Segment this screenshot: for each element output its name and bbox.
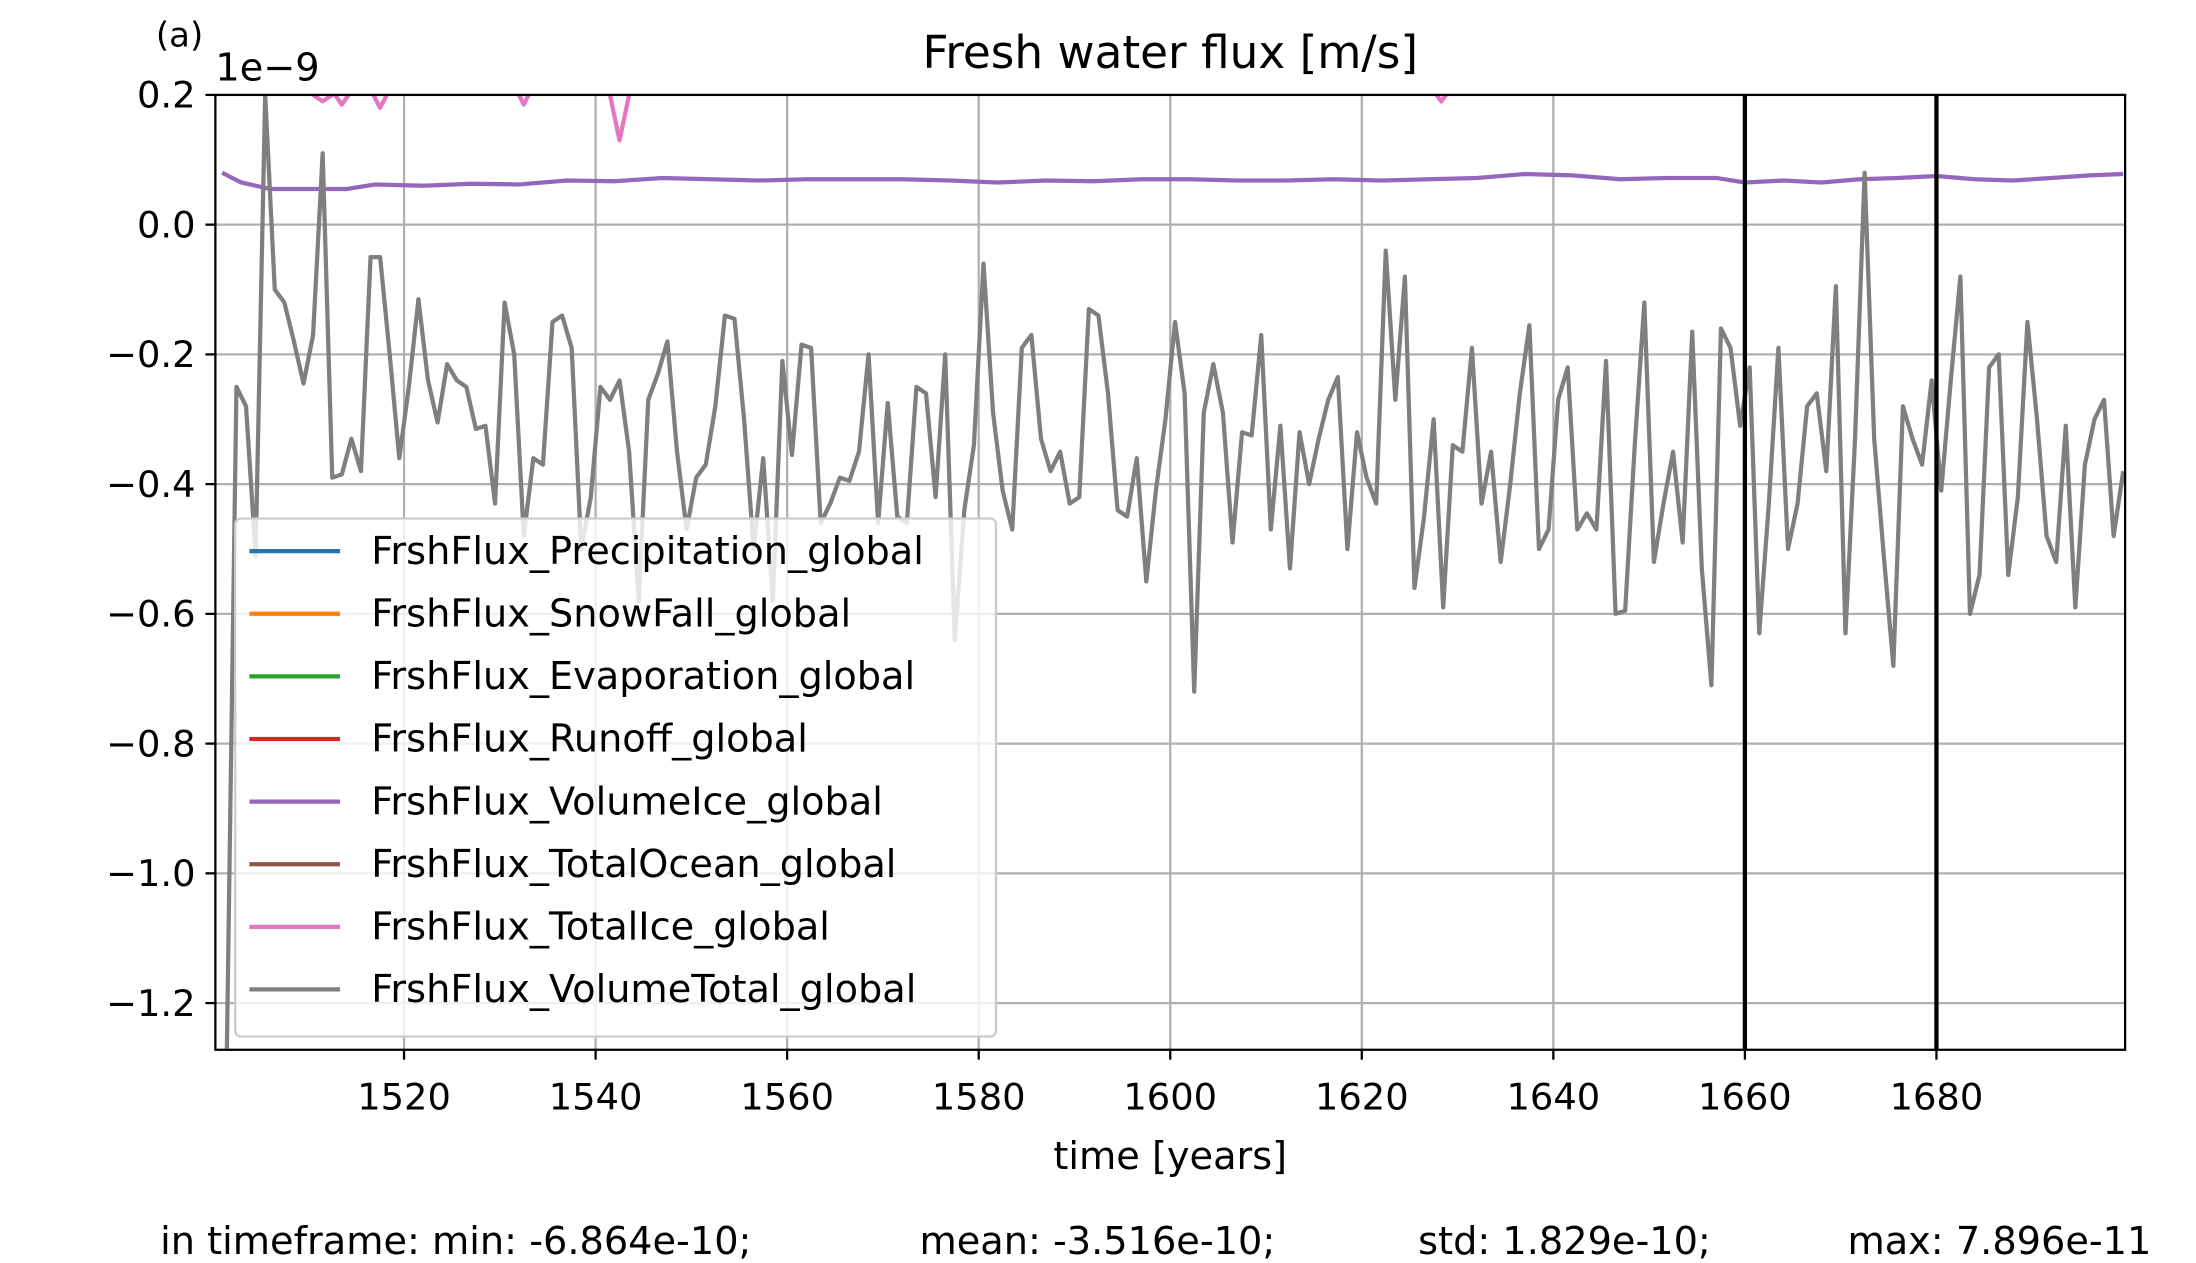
y-tick-label: −0.4 <box>106 463 195 506</box>
x-axis-label: time [years] <box>1053 1134 1287 1179</box>
overlay-layer: −1.2 −1.0 −0.8 −0.6 −0.4 −0.2 0.0 0.2 1520 1540 15… <box>106 74 2151 1263</box>
x-tick-label: 1600 <box>1123 1075 1217 1118</box>
panel-label: (a) <box>156 16 203 56</box>
stats-annotation: mean: -3.516e-10; <box>919 1219 1275 1263</box>
legend-label: FrshFlux_Runoff_global <box>371 717 808 762</box>
y-tick-label: 0.2 <box>137 74 196 117</box>
legend-label: FrshFlux_TotalIce_global <box>371 905 830 950</box>
y-tick-label: 0.0 <box>137 203 196 246</box>
x-tick-label: 1580 <box>932 1075 1026 1118</box>
legend-label: FrshFlux_VolumeIce_global <box>371 779 883 824</box>
x-tick-label: 1640 <box>1506 1075 1600 1118</box>
chart-title: Fresh water flux [m/s] <box>922 26 1418 79</box>
stats-annotation: std: 1.829e-10; <box>1418 1219 1711 1263</box>
legend: FrshFlux_Precipitation_global FrshFlux_Sn… <box>234 517 998 1038</box>
x-tick-label: 1680 <box>1890 1075 1984 1118</box>
x-tick-label: 1660 <box>1698 1075 1792 1118</box>
series-layer <box>221 94 2126 1050</box>
y-tick-label: −0.8 <box>106 722 195 765</box>
stats-annotation: in timeframe: min: -6.864e-10; <box>160 1219 751 1263</box>
series-line <box>311 94 1448 143</box>
plot-frame <box>214 93 2127 1051</box>
x-tick-label: 1620 <box>1315 1075 1409 1118</box>
legend-label: FrshFlux_VolumeTotal_global <box>371 967 916 1012</box>
legend-label: FrshFlux_TotalOcean_global <box>371 842 896 887</box>
y-tick-label: −0.6 <box>106 593 195 636</box>
y-tick-label: −1.0 <box>106 852 195 895</box>
x-tick-label: 1560 <box>740 1075 834 1118</box>
legend-frame <box>234 517 998 1038</box>
y-tick-label: −1.2 <box>106 982 195 1025</box>
legend-label: FrshFlux_SnowFall_global <box>371 591 851 636</box>
x-tick-label: 1520 <box>357 1075 451 1118</box>
stats-annotation: max: 7.896e-11 <box>1847 1219 2151 1263</box>
series-line <box>224 94 2126 1049</box>
legend-label: FrshFlux_Evaporation_global <box>371 654 915 699</box>
x-tick-label: 1540 <box>549 1075 643 1118</box>
series-line <box>221 170 2124 192</box>
legend-label: FrshFlux_Precipitation_global <box>371 529 924 574</box>
y-tick-label: −0.2 <box>106 333 195 376</box>
offset-label: 1e−9 <box>215 46 319 91</box>
